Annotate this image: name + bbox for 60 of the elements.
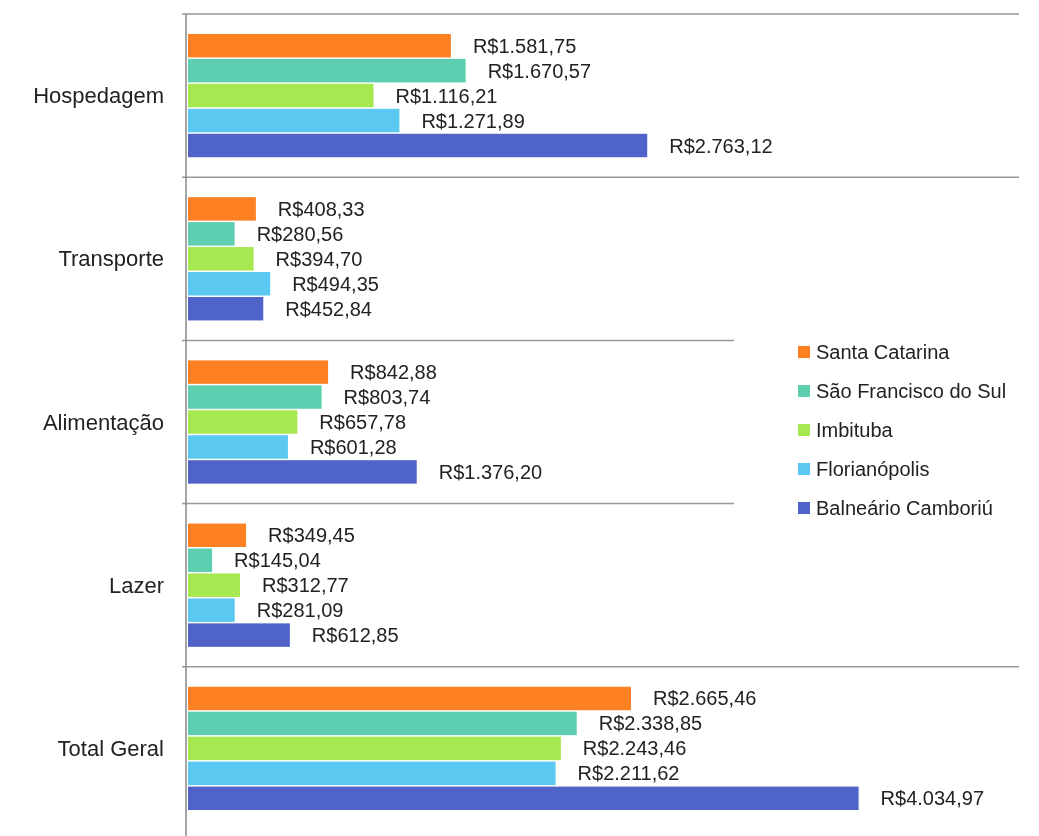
data-label: R$2.665,46 [653,687,757,710]
data-label: R$612,85 [311,624,399,647]
y-tick-label: Hospedagem [33,83,164,109]
data-label: R$4.034,97 [880,787,985,810]
data-label: R$394,70 [275,247,363,270]
bar [188,108,400,133]
data-label: R$494,35 [292,272,379,295]
bar [188,83,374,108]
bar [188,133,648,158]
bar [188,296,264,321]
bar [188,573,240,597]
data-label: R$349,45 [268,524,355,547]
data-label: R$842,88 [350,361,437,384]
data-label: R$408,33 [277,197,365,220]
bar [188,623,290,647]
bar [188,33,451,58]
data-label: R$280,56 [256,222,344,245]
bar [188,598,235,622]
bar [188,686,631,711]
y-tick-label: Total Geral [57,735,164,761]
bar [188,58,466,83]
bar [188,435,288,459]
data-label: R$1.271,89 [421,109,525,132]
legend-label: Santa Catarina [816,341,951,363]
bar [188,548,213,572]
y-tick-label: Alimentação [42,409,164,435]
bar [188,736,561,761]
legend-label: Balneário Camboriú [816,497,993,519]
bar [188,460,417,484]
data-label: R$2.211,62 [577,762,680,785]
y-tick-label: Transporte [58,246,164,272]
data-label: R$312,77 [261,574,349,597]
bar [188,523,247,548]
bar [188,272,271,296]
data-label: R$2.338,85 [598,712,703,735]
data-label: R$1.670,57 [487,59,592,82]
bar [188,197,256,221]
legend-label: São Francisco do Sul [816,380,1007,402]
legend-label: Imbituba [816,419,894,441]
bar [188,385,322,409]
data-label: R$1.116,21 [395,84,498,107]
y-tick-label: Lazer [108,572,164,598]
data-label: R$601,28 [309,435,397,458]
bar [188,222,235,246]
data-label: R$1.581,75 [472,34,577,57]
data-label: R$2.763,12 [669,134,773,157]
bar [188,711,577,736]
legend-label: Florianópolis [816,458,930,480]
data-label: R$281,09 [256,599,344,622]
bar [188,761,556,786]
bar [188,786,859,811]
data-label: R$145,04 [234,549,321,572]
data-label: R$657,78 [319,411,407,433]
data-label: R$1.376,20 [438,460,543,483]
bar [188,247,254,271]
data-label: R$452,84 [285,297,373,320]
bar [188,410,298,434]
data-label: R$2.243,46 [582,737,687,760]
bar [188,360,329,384]
data-label: R$803,74 [343,386,431,409]
